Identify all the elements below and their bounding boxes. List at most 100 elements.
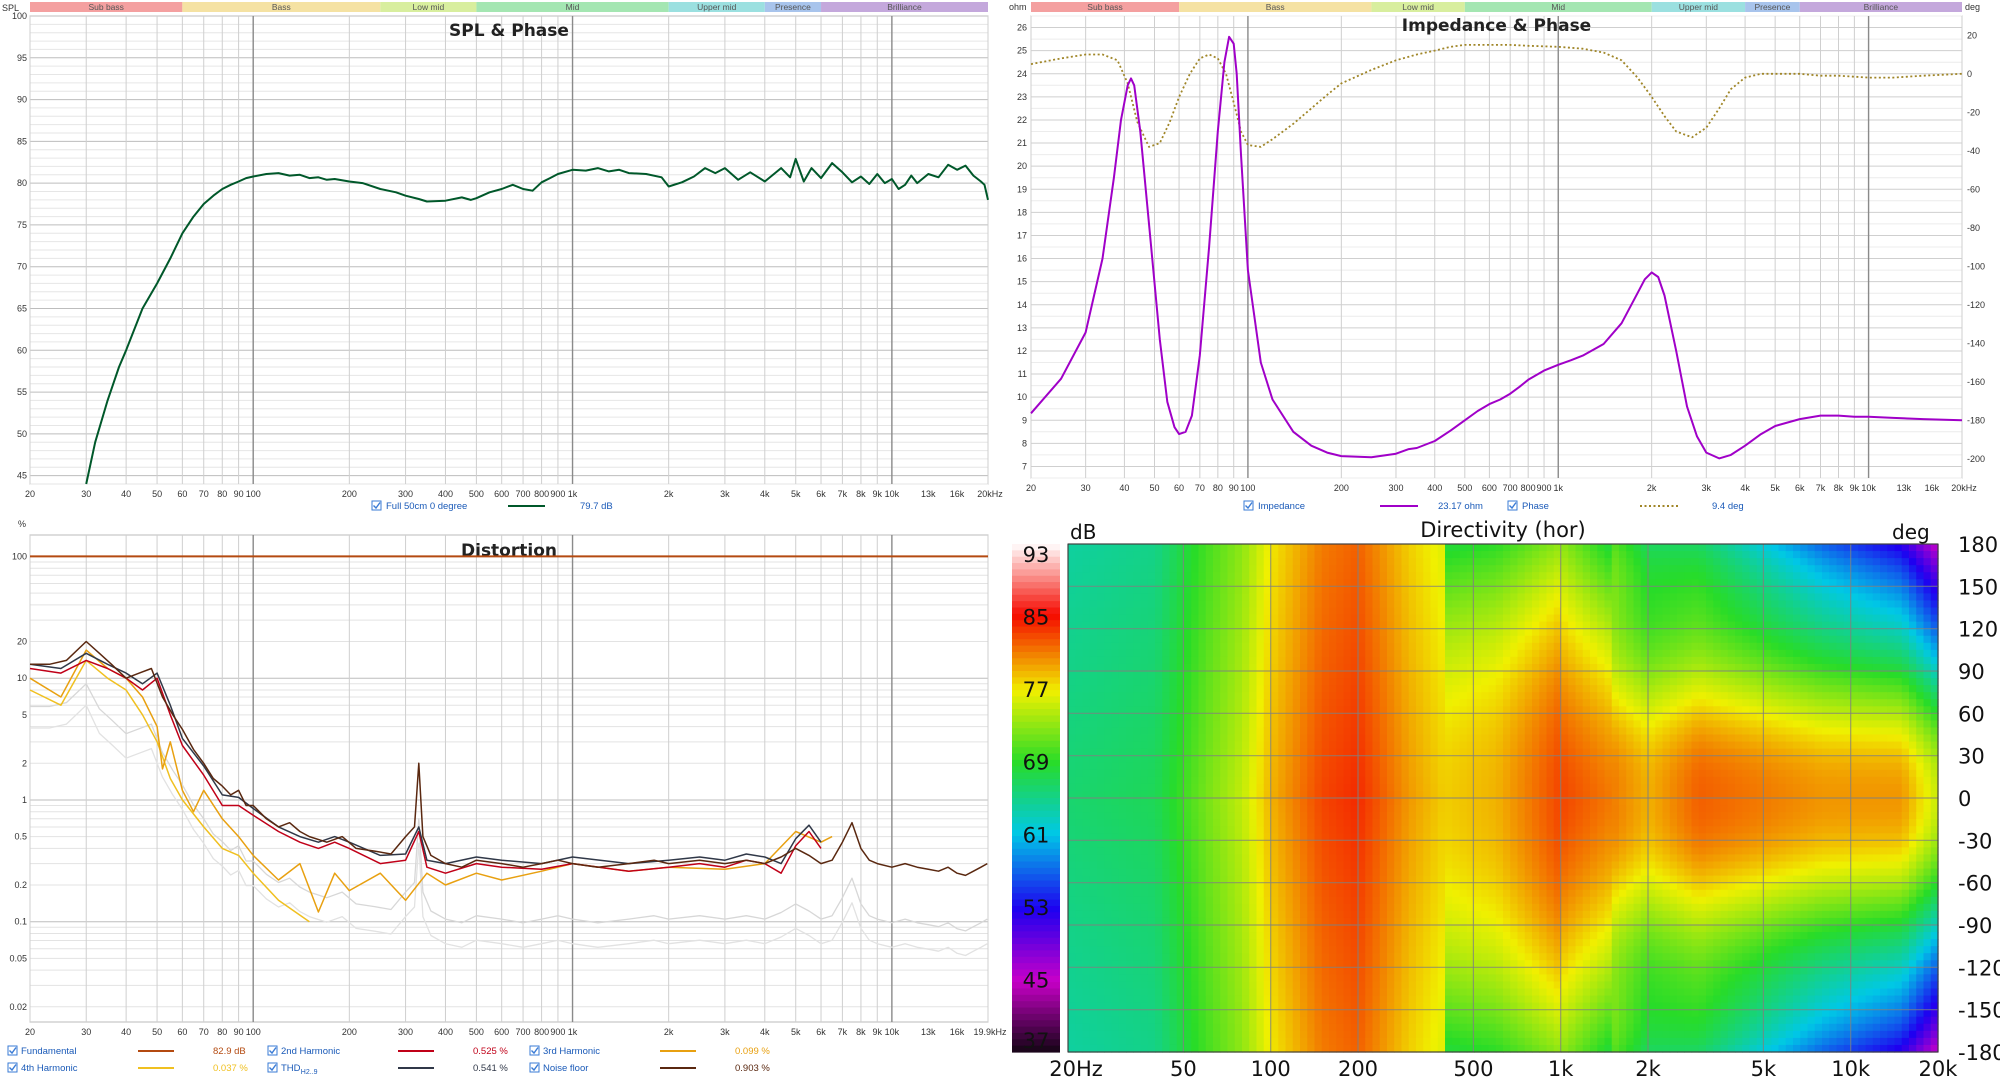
heatmap-cell <box>1075 734 1084 743</box>
heatmap-cell <box>1365 833 1374 841</box>
heatmap-cell <box>1365 642 1374 651</box>
heatmap-cell <box>1147 783 1156 792</box>
heatmap-cell <box>1184 917 1192 926</box>
x-tick-label: 400 <box>438 489 453 499</box>
heatmap-cell <box>1365 995 1374 1004</box>
heatmap-cell <box>1321 706 1330 714</box>
heatmap-cell <box>1068 917 1076 926</box>
heatmap-cell <box>1068 946 1076 954</box>
heatmap-cell <box>1307 995 1316 1004</box>
heatmap-cell <box>1133 593 1142 602</box>
heatmap-cell <box>1213 783 1221 792</box>
y-tick-label: 60 <box>17 345 27 355</box>
heatmap-cell <box>1169 1002 1178 1011</box>
heatmap-cell <box>1292 558 1301 566</box>
heatmap-cell <box>1394 727 1403 736</box>
heatmap-cell <box>1503 1044 1511 1053</box>
heatmap-cell <box>1278 741 1287 750</box>
heatmap-cell <box>1437 607 1446 616</box>
heatmap-cell <box>1343 586 1352 594</box>
heatmap-cell <box>1256 727 1265 736</box>
heatmap-cell <box>1155 875 1163 884</box>
heatmap-cell <box>1278 1037 1287 1046</box>
heatmap-cell <box>1220 805 1229 813</box>
heatmap-cell <box>1075 565 1084 573</box>
heatmap-cell <box>1097 847 1105 856</box>
heatmap-cell <box>1155 720 1163 729</box>
heatmap-cell <box>1466 1044 1475 1053</box>
band-label-5: Presence <box>1754 2 1790 12</box>
heatmap-cell <box>1220 692 1229 700</box>
heatmap-cell <box>1278 607 1287 616</box>
heatmap-cell <box>1510 699 1519 707</box>
heatmap-cell <box>1263 1016 1272 1025</box>
heatmap-cell <box>1336 607 1345 616</box>
heatmap-cell <box>1408 868 1417 877</box>
heatmap-cell <box>1445 607 1453 616</box>
heatmap-cell <box>1430 685 1439 693</box>
heatmap-cell <box>1452 699 1461 707</box>
heatmap-cell <box>1474 981 1482 990</box>
heatmap-cell <box>1104 903 1113 912</box>
heatmap-cell <box>1336 790 1345 799</box>
heatmap-cell <box>1176 593 1185 602</box>
heatmap-cell <box>1097 544 1105 552</box>
heatmap-cell <box>1068 995 1076 1004</box>
heatmap-cell <box>1466 600 1475 609</box>
heatmap-cell <box>1481 544 1490 552</box>
heatmap-cell <box>1147 826 1156 834</box>
heatmap-cell <box>1314 642 1323 651</box>
heatmap-cell <box>1459 889 1468 898</box>
heatmap-cell <box>1329 812 1337 820</box>
heatmap-cell <box>1350 833 1359 841</box>
y2-tick-label: -200 <box>1967 454 1985 464</box>
x-tick-label: 800 <box>534 489 549 499</box>
heatmap-cell <box>1488 875 1497 884</box>
heatmap-cell <box>1408 1037 1417 1046</box>
heatmap-cell <box>1176 776 1185 785</box>
heatmap-cell <box>1184 755 1192 764</box>
heatmap-cell <box>1423 798 1432 806</box>
heatmap-cell <box>1176 967 1185 975</box>
heatmap-cell <box>1416 762 1424 771</box>
heatmap-cell <box>1474 572 1482 580</box>
heatmap-cell <box>1517 748 1526 757</box>
heatmap-cell <box>1213 748 1221 757</box>
heatmap-cell <box>1068 614 1076 623</box>
heatmap-cell <box>1437 967 1446 975</box>
heatmap-cell <box>1155 953 1163 961</box>
heatmap-cell <box>1263 974 1272 983</box>
heatmap-cell <box>1336 917 1345 926</box>
heatmap-cell <box>1314 593 1323 602</box>
heatmap-cell <box>1162 1009 1171 1018</box>
heatmap-cell <box>1307 649 1316 658</box>
y-tick-label: 0.2 <box>14 880 27 890</box>
heatmap-cell <box>1126 925 1134 933</box>
heatmap-cell <box>1075 621 1084 630</box>
heatmap-cell <box>1510 805 1519 813</box>
heatmap-cell <box>1111 706 1120 714</box>
heatmap-cell <box>1416 755 1424 764</box>
heatmap-cell <box>1191 988 1200 997</box>
heatmap-cell <box>1481 925 1490 933</box>
x-tick-label: 7k <box>838 1027 848 1037</box>
heatmap-cell <box>1097 967 1105 975</box>
heatmap-cell <box>1191 600 1200 609</box>
heatmap-cell <box>1372 917 1381 926</box>
heatmap-cell <box>1155 565 1163 573</box>
heatmap-cell <box>1271 692 1279 700</box>
heatmap-cell <box>1481 706 1490 714</box>
heatmap-cell <box>1372 1044 1381 1053</box>
heatmap-cell <box>1387 769 1395 778</box>
heatmap-cell <box>1495 628 1504 637</box>
band-label-0: Sub bass <box>88 2 123 12</box>
heatmap-cell <box>1205 903 1214 912</box>
heatmap-cell <box>1140 783 1149 792</box>
heatmap-cell <box>1111 861 1120 870</box>
heatmap-cell <box>1358 882 1366 891</box>
heatmap-cell <box>1445 692 1453 700</box>
heatmap-cell <box>1089 967 1098 975</box>
heatmap-cell <box>1437 805 1446 813</box>
heatmap-cell <box>1350 868 1359 877</box>
heatmap-cell <box>1285 932 1294 940</box>
